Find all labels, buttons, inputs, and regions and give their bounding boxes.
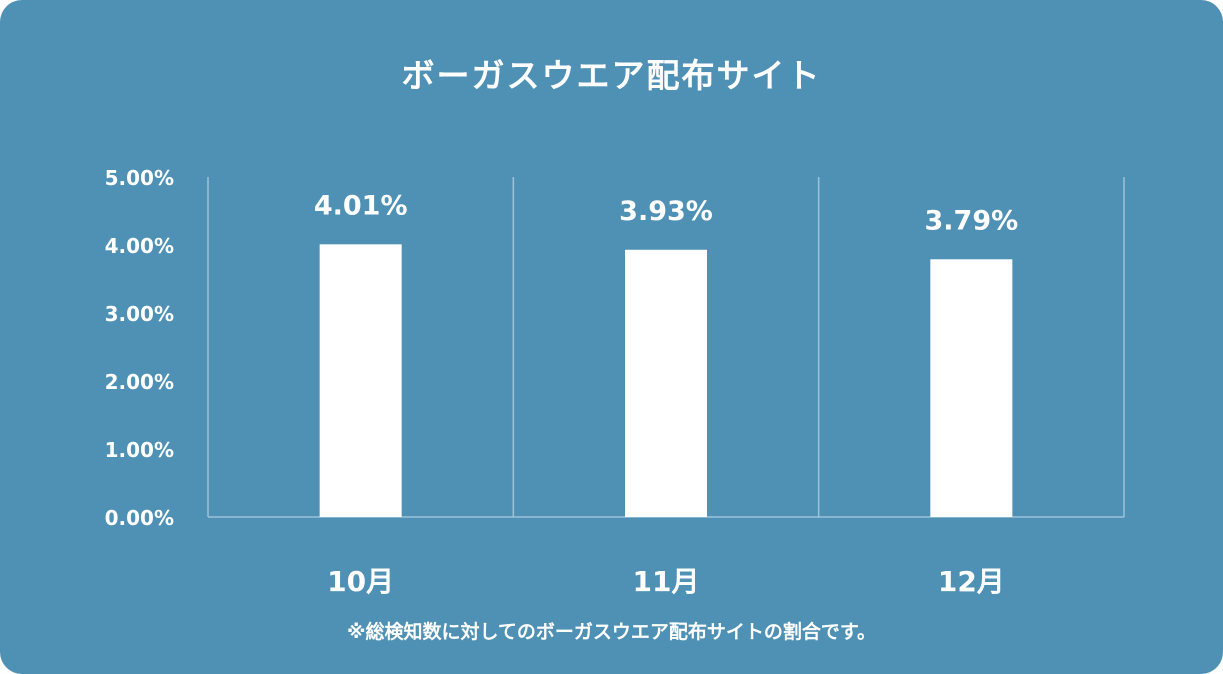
x-tick-label: 12月 — [938, 565, 1005, 598]
bar — [319, 244, 402, 517]
y-tick-label: 4.00% — [105, 234, 174, 258]
bar-value-label: 4.01% — [314, 190, 408, 221]
bar — [625, 249, 707, 517]
chart-title: ボーガスウエア配布サイト — [401, 56, 822, 95]
y-tick-label: 0.00% — [105, 506, 174, 530]
y-tick-label: 2.00% — [105, 370, 174, 394]
bar — [930, 259, 1013, 517]
bar-value-label: 3.93% — [619, 196, 713, 227]
x-tick-label: 10月 — [327, 565, 394, 598]
chart-footnote: ※総検知数に対してのボーガスウエア配布サイトの割合です。 — [346, 621, 876, 643]
y-tick-label: 3.00% — [105, 302, 174, 326]
y-tick-label: 1.00% — [105, 438, 174, 462]
x-tick-label: 11月 — [633, 565, 700, 598]
y-tick-label: 5.00% — [105, 166, 174, 190]
bar-value-label: 3.79% — [924, 205, 1018, 236]
